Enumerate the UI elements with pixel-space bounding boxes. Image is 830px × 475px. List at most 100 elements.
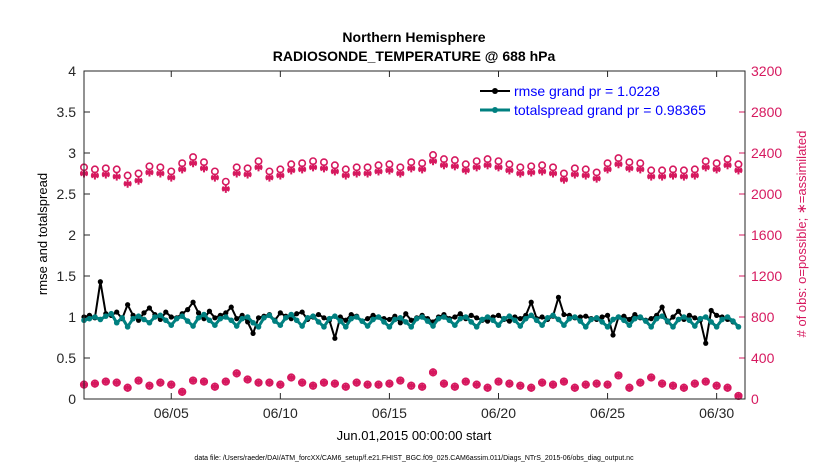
obs-assimilated-point xyxy=(341,171,350,180)
totalspread-point xyxy=(397,315,404,321)
totalspread-point xyxy=(582,324,589,330)
y-left-tick-label: 0 xyxy=(68,391,76,407)
totalspread-point xyxy=(708,319,714,325)
obs-count-low-assimilated xyxy=(625,383,634,392)
totalspread-point xyxy=(326,315,333,322)
totalspread-point xyxy=(124,324,131,330)
x-tick-label: 06/25 xyxy=(590,405,625,421)
y-right-tick-label: 2800 xyxy=(751,104,782,120)
obs-assimilated-point xyxy=(549,169,558,178)
totalspread-point xyxy=(501,315,507,322)
obs-count-low-assimilated xyxy=(319,378,328,387)
rmse-point xyxy=(348,311,354,318)
rmse-point xyxy=(364,316,371,322)
rmse-point xyxy=(141,310,147,316)
data-file-footnote: data file: /Users/raeder/DAI/ATM_forcXX/… xyxy=(194,455,634,462)
y-axis-right-label: # of obs: o=possible; ∗=assimilated xyxy=(794,131,809,338)
obs-assimilated-point xyxy=(505,166,514,175)
rmse-point xyxy=(223,310,229,316)
obs-possible-point xyxy=(123,171,132,180)
obs-count-low-assimilated xyxy=(123,383,132,392)
rmse-point xyxy=(294,311,300,317)
totalspread-point xyxy=(495,322,502,329)
totalspread-point xyxy=(266,312,273,319)
totalspread-point xyxy=(152,314,158,320)
chart-title: Northern Hemisphere xyxy=(342,29,485,45)
obs-assimilated-point xyxy=(156,169,165,178)
obs-assimilated-point xyxy=(723,161,732,170)
obs-assimilated-point xyxy=(625,164,634,173)
totalspread-point xyxy=(735,324,742,330)
rmse-point xyxy=(561,311,567,318)
obs-count-low-assimilated xyxy=(276,380,285,389)
obs-assimilated-point xyxy=(298,165,307,174)
totalspread-point xyxy=(92,314,98,320)
y-left-tick-label: 1.5 xyxy=(57,268,77,284)
totalspread-point xyxy=(599,319,605,325)
totalspread-point xyxy=(113,319,120,326)
obs-assimilated-point xyxy=(319,164,328,173)
obs-count-low-assimilated xyxy=(90,379,99,388)
totalspread-point xyxy=(233,323,240,329)
totalspread-point xyxy=(201,311,207,318)
legend-spread-label: totalspread grand pr = 0.98365 xyxy=(514,102,706,118)
totalspread-point xyxy=(217,315,224,322)
totalspread-point xyxy=(468,319,475,325)
totalspread-point xyxy=(146,319,153,326)
totalspread-point xyxy=(173,315,180,322)
totalspread-point xyxy=(212,322,218,329)
y-left-tick-label: 3 xyxy=(68,145,76,161)
rmse-point xyxy=(114,309,120,315)
rmse-point xyxy=(468,312,474,318)
totalspread-point xyxy=(506,313,513,319)
obs-assimilated-point xyxy=(101,170,110,179)
totalspread-point xyxy=(457,315,464,322)
totalspread-point xyxy=(681,314,687,320)
rmse-point xyxy=(408,317,414,323)
obs-assimilated-point xyxy=(189,159,198,168)
totalspread-point xyxy=(370,316,376,323)
obs-count-low-assimilated xyxy=(243,375,252,384)
obs-count-low-assimilated xyxy=(679,383,688,392)
rmse-point xyxy=(621,313,627,319)
totalspread-point xyxy=(648,324,654,330)
obs-count-low-assimilated xyxy=(112,378,121,387)
obs-count-low-assimilated xyxy=(341,382,350,391)
totalspread-point xyxy=(653,315,660,322)
totalspread-point xyxy=(135,313,142,319)
totalspread-point xyxy=(713,324,720,330)
legend-spread-marker xyxy=(492,107,498,113)
obs-count-low-assimilated xyxy=(396,376,405,385)
totalspread-point xyxy=(697,315,704,322)
obs-count-low-assimilated xyxy=(309,381,318,390)
obs-count-low-assimilated xyxy=(374,380,383,389)
totalspread-point xyxy=(108,310,115,317)
x-axis-label: Jun.01,2015 00:00:00 start xyxy=(337,428,492,443)
rmse-point xyxy=(255,315,262,321)
totalspread-point xyxy=(555,316,562,323)
totalspread-point xyxy=(282,315,289,321)
totalspread-point xyxy=(119,315,125,321)
totalspread-point xyxy=(593,315,600,321)
totalspread-point xyxy=(364,323,371,329)
totalspread-point xyxy=(97,316,104,323)
obs-count-low-assimilated xyxy=(690,379,699,388)
totalspread-point xyxy=(588,316,595,323)
totalspread-point xyxy=(610,316,616,323)
y-right-tick-label: 3200 xyxy=(751,63,782,79)
obs-assimilated-point xyxy=(538,167,547,176)
rmse-point xyxy=(332,335,338,341)
totalspread-point xyxy=(621,317,627,324)
legend: rmse grand pr = 1.0228 totalspread grand… xyxy=(478,80,739,120)
obs-count-low-assimilated xyxy=(439,379,448,388)
obs-count-low-assimilated xyxy=(549,380,558,389)
obs-assimilated-point xyxy=(407,164,416,173)
totalspread-point xyxy=(310,313,316,319)
y-right-tick-label: 400 xyxy=(751,350,775,366)
obs-assimilated-point xyxy=(134,176,143,185)
y-right-tick-label: 2000 xyxy=(751,186,782,202)
rmse-point xyxy=(517,316,523,322)
obs-assimilated-point xyxy=(112,172,121,181)
obs-count-low-assimilated xyxy=(647,373,656,382)
obs-assimilated-point xyxy=(527,168,536,177)
